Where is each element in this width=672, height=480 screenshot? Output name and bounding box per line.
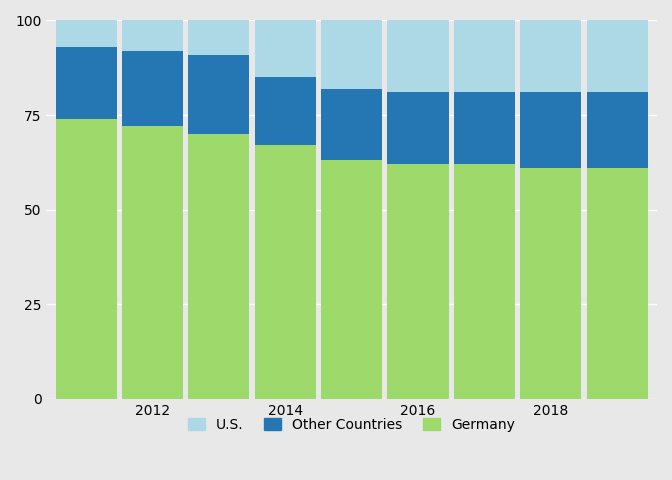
Bar: [255, 77, 316, 145]
Bar: [321, 21, 382, 89]
Bar: [587, 92, 648, 168]
Bar: [520, 21, 581, 92]
Bar: [56, 21, 117, 47]
Bar: [520, 92, 581, 168]
Bar: [188, 134, 249, 399]
Bar: [587, 21, 648, 92]
Bar: [56, 119, 117, 399]
Bar: [56, 47, 117, 119]
Bar: [188, 55, 249, 134]
Bar: [255, 21, 316, 77]
Bar: [388, 92, 448, 164]
Bar: [388, 21, 448, 92]
Bar: [454, 21, 515, 92]
Bar: [587, 168, 648, 399]
Bar: [321, 160, 382, 399]
Bar: [520, 168, 581, 399]
Bar: [255, 145, 316, 399]
Bar: [122, 51, 183, 126]
Bar: [122, 126, 183, 399]
Bar: [454, 164, 515, 399]
Bar: [188, 21, 249, 55]
Bar: [454, 92, 515, 164]
Bar: [321, 89, 382, 160]
Legend: U.S., Other Countries, Germany: U.S., Other Countries, Germany: [183, 412, 521, 437]
Bar: [122, 21, 183, 51]
Bar: [388, 164, 448, 399]
